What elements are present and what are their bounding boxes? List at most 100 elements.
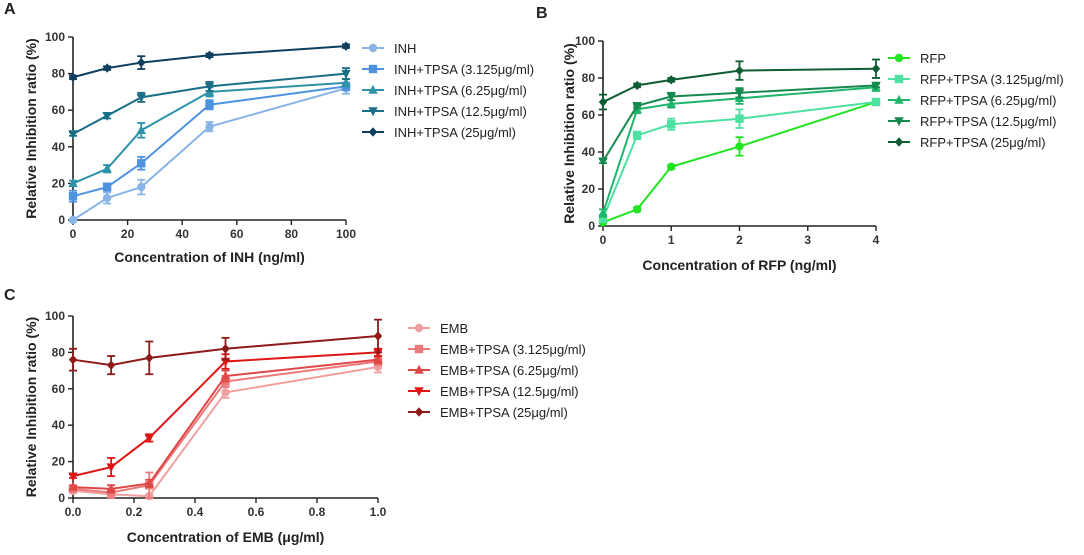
panel-c-data-point (68, 472, 78, 482)
panel-a-series-1 (68, 81, 351, 225)
panel-a-data-point (68, 72, 78, 82)
panel-b-x-axis-title: Concentration of RFP (ng/ml) (642, 257, 836, 273)
panel-c-x-tick-label: 0.4 (187, 505, 204, 519)
panel-a-y-tick-label: 20 (52, 176, 66, 190)
panel-b-legend-marker (894, 137, 904, 147)
panel-b-x-tick-label: 0 (600, 233, 607, 247)
panel-a-data-point (102, 163, 112, 173)
panel-a-x-tick-label: 20 (121, 227, 135, 241)
panel-a-data-point (68, 130, 78, 140)
panel-a-data-point (137, 159, 146, 168)
panel-a-data-point (341, 77, 351, 87)
panel-b-letter: B (536, 5, 548, 22)
panel-a-x-tick-label: 100 (336, 227, 356, 241)
panel-b-y-tick-label: 40 (582, 145, 596, 159)
panel-c-x-tick-label: 0.6 (248, 505, 265, 519)
panel-a-legend-label: INH+TPSA (12.5μg/ml) (394, 104, 527, 119)
panel-b-legend-marker (894, 74, 904, 84)
panel-c-y-tick-label: 40 (52, 418, 66, 432)
panel-b-legend-marker (894, 94, 904, 104)
panel-b-data-point (598, 214, 608, 223)
panel-b-data-point (871, 97, 881, 107)
panel-b-y-tick-label: 80 (582, 71, 596, 85)
panel-b-data-point (667, 120, 676, 129)
panel-c-y-tick-label: 20 (52, 455, 66, 469)
panel-a-x-tick-label: 60 (230, 227, 244, 241)
panel-b-x-tick-label: 3 (804, 233, 811, 247)
panel-c-legend-label: EMB+TPSA (25μg/ml) (440, 405, 568, 420)
panel-c-legend-label: EMB+TPSA (12.5μg/ml) (440, 384, 579, 399)
panel-c-legend-marker (414, 364, 424, 374)
panel-a-series-3 (68, 77, 351, 188)
panel-c-y-tick-label: 60 (52, 382, 66, 396)
panel-b-data-point (667, 162, 676, 171)
panel-b-data-point (735, 142, 744, 151)
panel-c-y-axis-title: Relative Inhibition ratio (%) (23, 317, 39, 497)
panel-a-data-point (341, 41, 351, 51)
panel-b-series-5 (598, 58, 881, 111)
panel-b-data-point (632, 80, 642, 91)
panel-a-data-point (137, 182, 146, 192)
panel-a-x-tick-label: 80 (285, 227, 299, 241)
panel-b-data-point (632, 102, 642, 111)
panel-b-legend-label: RFP+TPSA (12.5μg/ml) (920, 114, 1056, 129)
panel-b-series-2 (598, 97, 881, 224)
panel-c-x-tick-label: 1.0 (370, 505, 387, 519)
panel-a-legend: INH INH+TPSA (3.125μg/ml) INH+TPSA (6.25μg… (362, 41, 534, 140)
panel-a-data-point (204, 82, 215, 92)
panel-a-series-5 (68, 41, 351, 82)
panel-c-data-point (68, 481, 78, 491)
panel-a-x-tick-label: 40 (176, 227, 190, 241)
panel-a-data-point (205, 100, 214, 109)
panel-a-y-axis-title: Relative Inhibition ratio (%) (23, 38, 39, 218)
panel-a-data-point (136, 93, 146, 103)
panel-a-data-point (205, 50, 214, 60)
panel-a-series-line (72, 81, 347, 185)
panel-b-legend-label: RFP (920, 51, 946, 66)
panel-b-x-tick-label: 2 (736, 233, 743, 247)
panel-b-data-point (598, 207, 608, 217)
panel-a-data-point (68, 178, 78, 188)
panel-b-y-tick-label: 20 (582, 182, 596, 196)
panel-c-series-3 (68, 354, 383, 494)
panel-a-legend-marker (368, 64, 378, 74)
panel-a-data-point (136, 125, 146, 135)
panel-a-y-tick-label: 60 (52, 103, 66, 117)
panel-b-legend-marker (894, 53, 904, 63)
panel-a-data-point (102, 111, 112, 121)
panel-b-data-point (871, 64, 881, 74)
panel-a-data-point (68, 215, 78, 225)
panel-a: A 0 20 40 60 80 100 0 20 40 60 80 100 Concentration o… (4, 1, 534, 265)
panel-a-data-point (205, 122, 214, 131)
panel-b-y-tick-label: 100 (575, 34, 595, 48)
panel-a-legend-label: INH+TPSA (6.25μg/ml) (394, 83, 527, 98)
panel-c-data-point (373, 331, 383, 341)
panel-b-legend-marker (894, 117, 904, 127)
panel-a-x-tick-label: 0 (70, 227, 77, 241)
panel-c-data-point (106, 360, 116, 370)
panel-c-legend-label: EMB+TPSA (6.25μg/ml) (440, 363, 579, 378)
panel-c-x-tick-label: 0.8 (309, 505, 326, 519)
panel-b-legend-label: RFP+TPSA (6.25μg/ml) (920, 93, 1056, 108)
panel-b-y-tick-label: 0 (588, 219, 595, 233)
panel-b-legend-label: RFP+TPSA (3.125μg/ml) (920, 72, 1064, 87)
panel-a-y-tick-label: 100 (45, 30, 65, 44)
panel-b-series-4 (598, 81, 881, 167)
panel-b-y-axis-title: Relative Inhibition ratio (%) (561, 43, 577, 223)
panel-c-legend-label: EMB+TPSA (3.125μg/ml) (440, 342, 586, 357)
panel-a-legend-marker (368, 84, 378, 94)
panel-b-data-point (735, 65, 744, 76)
panel-b-data-point (666, 92, 676, 102)
panel-b-data-point (735, 114, 744, 123)
panel-a-legend-label: INH+TPSA (25μg/ml) (394, 125, 516, 140)
panel-a-data-point (102, 193, 112, 203)
panel-a-legend-marker (368, 107, 378, 117)
panel-c-data-point (221, 344, 230, 354)
panel-a-letter: A (4, 1, 16, 18)
panel-b-data-point (598, 97, 608, 107)
panel-c-legend-marker (414, 407, 424, 417)
panel-c-x-tick-label: 0.2 (126, 505, 143, 519)
panel-c-legend-marker (414, 387, 424, 397)
panel-c-x-tick-label: 0.0 (65, 505, 82, 519)
